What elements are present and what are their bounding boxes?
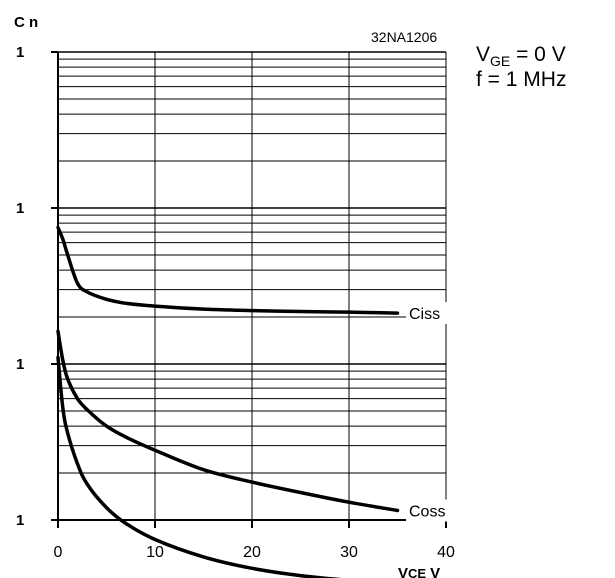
condition-freq: f = 1 MHz <box>476 68 566 91</box>
condition-vge: VGE = 0 V <box>476 43 566 69</box>
condition-vge-main: V <box>476 43 490 66</box>
x-tick-label: 20 <box>243 544 261 561</box>
condition-vge-sub: GE <box>490 53 510 69</box>
figure-id: 32NA1206 <box>371 29 437 45</box>
label-gap-crss <box>406 572 447 578</box>
y-tick-label: 1 <box>16 44 24 61</box>
x-axis-label-sub: CE <box>408 566 426 578</box>
condition-vge-rest: = 0 V <box>510 43 565 66</box>
x-axis-label-unit: V <box>430 565 440 578</box>
series-label-crss: Crss <box>409 577 442 578</box>
y-tick-label: 1 <box>16 200 24 217</box>
series-label-ciss: Ciss <box>409 306 440 323</box>
chart-labels: 1111010203040CissCossCrss <box>16 44 455 578</box>
x-tick-label: 0 <box>54 544 63 561</box>
label-gap-coss <box>406 499 447 522</box>
series-curve-coss <box>56 329 400 513</box>
series-label-coss: Coss <box>409 504 445 521</box>
label-gap-ciss <box>406 302 447 325</box>
x-tick-label: 10 <box>146 544 164 561</box>
grid-lines <box>58 51 447 521</box>
series-curve-crss <box>56 355 342 578</box>
y-tick-label: 1 <box>16 356 24 373</box>
y-axis-label: C n <box>14 14 38 31</box>
y-tick-label: 1 <box>16 512 24 529</box>
x-tick-label: 30 <box>340 544 358 561</box>
x-tick-label: 40 <box>437 544 455 561</box>
x-axis-label-main: V <box>398 565 408 578</box>
series-curve-ciss <box>56 225 400 315</box>
series-curves <box>56 225 400 578</box>
x-axis-label: VCE V <box>398 565 440 578</box>
